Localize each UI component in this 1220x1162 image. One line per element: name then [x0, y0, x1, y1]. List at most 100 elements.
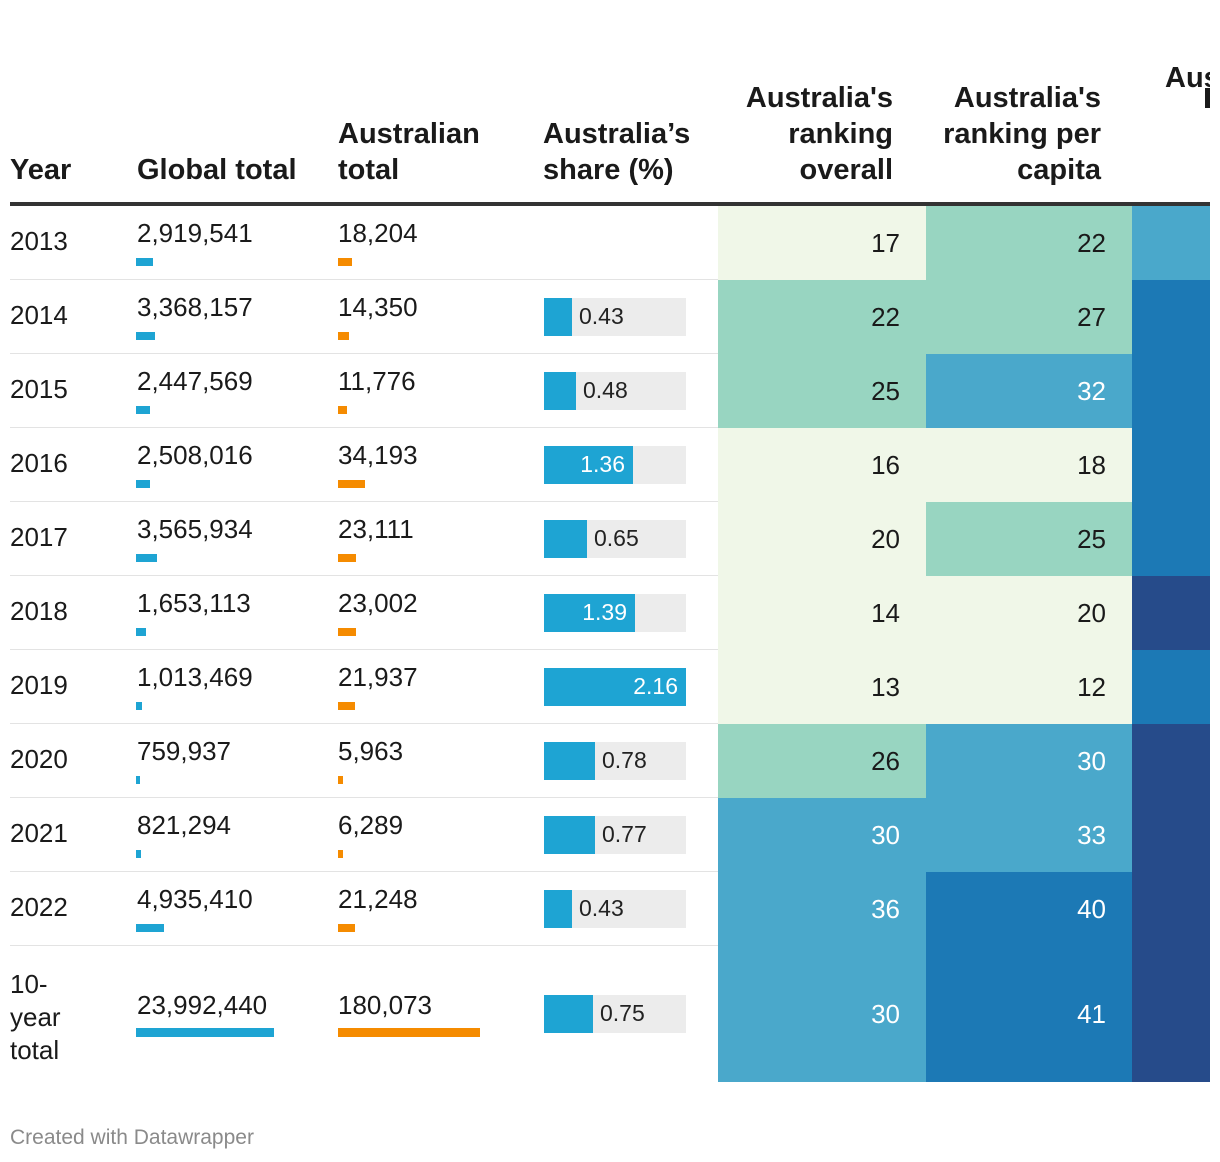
year-cell: 2013 [10, 226, 68, 256]
share-bar [544, 668, 686, 706]
table-row: 2015 2,447,569 11,776 0.48 25 32 [10, 354, 1210, 428]
share-label: 1.39 [582, 599, 627, 625]
table-row: 2016 2,508,016 34,193 1.36 16 18 [10, 428, 1210, 502]
share-bar-track: 1.36 [544, 446, 686, 484]
australian-total-value: 23,111 [338, 514, 414, 544]
third-ranking-cell [1132, 798, 1210, 872]
global-total-bar [136, 332, 155, 340]
ranking-overall-cell: 26 [718, 724, 926, 798]
global-total-value: 3,565,934 [137, 514, 253, 544]
share-label: 0.75 [600, 1000, 645, 1026]
table-body: 2013 2,919,541 18,204 17 22 2014 3,368,157 14,3… [10, 206, 1210, 1082]
ranking-per-capita-cell: 41 [926, 946, 1132, 1082]
australian-total-value: 5,963 [338, 736, 404, 766]
ranking-per-capita-cell: 12 [926, 650, 1132, 724]
header-ranking-overall: Australia's ranking overall [745, 82, 893, 186]
header-year: Year [10, 154, 72, 186]
year-cell: 2017 [10, 522, 68, 552]
australian-total-value: 21,248 [338, 884, 418, 914]
global-total-bar [136, 480, 150, 488]
header-third-ranking-partial: Aus [1165, 62, 1210, 94]
ranking-overall-cell: 36 [718, 872, 926, 946]
year-cell: 2015 [10, 374, 68, 404]
global-total-bar [136, 850, 141, 858]
header-australian-total: Australian total [338, 118, 480, 186]
data-table: Year Global total Australian total Austr… [10, 0, 1210, 1082]
global-total-bar [136, 776, 140, 784]
ranking-overall-cell: 17 [718, 206, 926, 280]
third-ranking-cell [1132, 354, 1210, 428]
ranking-overall-cell: 22 [718, 280, 926, 354]
global-total-bar [136, 702, 142, 710]
global-total-bar [136, 924, 164, 932]
ranking-per-capita-cell: 33 [926, 798, 1132, 872]
share-bar-track: 0.48 [544, 372, 686, 410]
australian-total-bar [338, 554, 356, 562]
table-row: 2020 759,937 5,963 0.78 26 30 [10, 724, 1210, 798]
table-row: 2014 3,368,157 14,350 0.43 22 27 [10, 280, 1210, 354]
third-ranking-cell [1132, 946, 1210, 1082]
ranking-per-capita-cell: 18 [926, 428, 1132, 502]
global-total-value: 4,935,410 [137, 884, 253, 914]
ranking-overall-cell: 14 [718, 576, 926, 650]
share-bar-track: 0.77 [544, 816, 686, 854]
share-bar [544, 520, 587, 558]
share-bar [544, 742, 595, 780]
australian-total-bar [338, 332, 349, 340]
table-row: 10-year total 23,992,440 180,073 0.75 30 41 [10, 946, 1210, 1082]
australian-total-value: 14,350 [338, 292, 418, 322]
global-total-value: 1,013,469 [137, 662, 253, 692]
table-row: 2022 4,935,410 21,248 0.43 36 40 [10, 872, 1210, 946]
australian-total-bar [338, 1028, 480, 1037]
year-cell: 2018 [10, 596, 68, 626]
third-ranking-cell [1132, 428, 1210, 502]
australian-total-value: 23,002 [338, 588, 418, 618]
third-ranking-cell [1132, 724, 1210, 798]
ranking-per-capita-cell: 27 [926, 280, 1132, 354]
share-label: 0.77 [602, 821, 647, 847]
ranking-overall-cell: 25 [718, 354, 926, 428]
credit-footer: Created with Datawrapper [10, 1126, 254, 1149]
australian-total-bar [338, 258, 352, 266]
year-cell: 2020 [10, 744, 68, 774]
third-ranking-cell [1132, 502, 1210, 576]
ranking-overall-cell: 20 [718, 502, 926, 576]
ranking-overall-cell: 30 [718, 946, 926, 1082]
header-share: Australia’s share (%) [543, 118, 691, 186]
australian-total-bar [338, 924, 355, 932]
third-ranking-cell [1132, 872, 1210, 946]
share-bar-track: 0.78 [544, 742, 686, 780]
share-bar [544, 298, 572, 336]
global-total-bar [136, 554, 157, 562]
global-total-value: 759,937 [137, 736, 231, 766]
table-row: 2013 2,919,541 18,204 17 22 [10, 206, 1210, 280]
third-ranking-cell [1132, 280, 1210, 354]
share-bar-track: 0.65 [544, 520, 686, 558]
header-global-total: Global total [137, 154, 297, 186]
year-cell: 2019 [10, 670, 68, 700]
share-bar [544, 816, 595, 854]
share-bar-track: 1.39 [544, 594, 686, 632]
ranking-per-capita-cell: 22 [926, 206, 1132, 280]
australian-total-bar [338, 628, 356, 636]
share-bar [544, 594, 635, 632]
australian-total-value: 18,204 [338, 218, 418, 248]
global-total-bar [136, 258, 153, 266]
global-total-value: 1,653,113 [137, 588, 251, 618]
australian-total-bar [338, 702, 355, 710]
share-label: 0.43 [579, 895, 624, 921]
australian-total-value: 180,073 [338, 990, 432, 1020]
share-label: 0.65 [594, 525, 639, 551]
header-ranking-per-capita: Australia's ranking per capita [943, 82, 1101, 186]
global-total-value: 2,447,569 [137, 366, 253, 396]
global-total-value: 821,294 [137, 810, 231, 840]
global-total-value: 2,508,016 [137, 440, 253, 470]
share-label: 0.48 [583, 377, 628, 403]
global-total-bar [136, 1028, 274, 1037]
share-bar [544, 372, 576, 410]
share-bar [544, 995, 593, 1033]
ranking-per-capita-cell: 30 [926, 724, 1132, 798]
share-bar-track: 0.43 [544, 890, 686, 928]
header-partial-glyph [1205, 88, 1210, 108]
ranking-per-capita-cell: 40 [926, 872, 1132, 946]
